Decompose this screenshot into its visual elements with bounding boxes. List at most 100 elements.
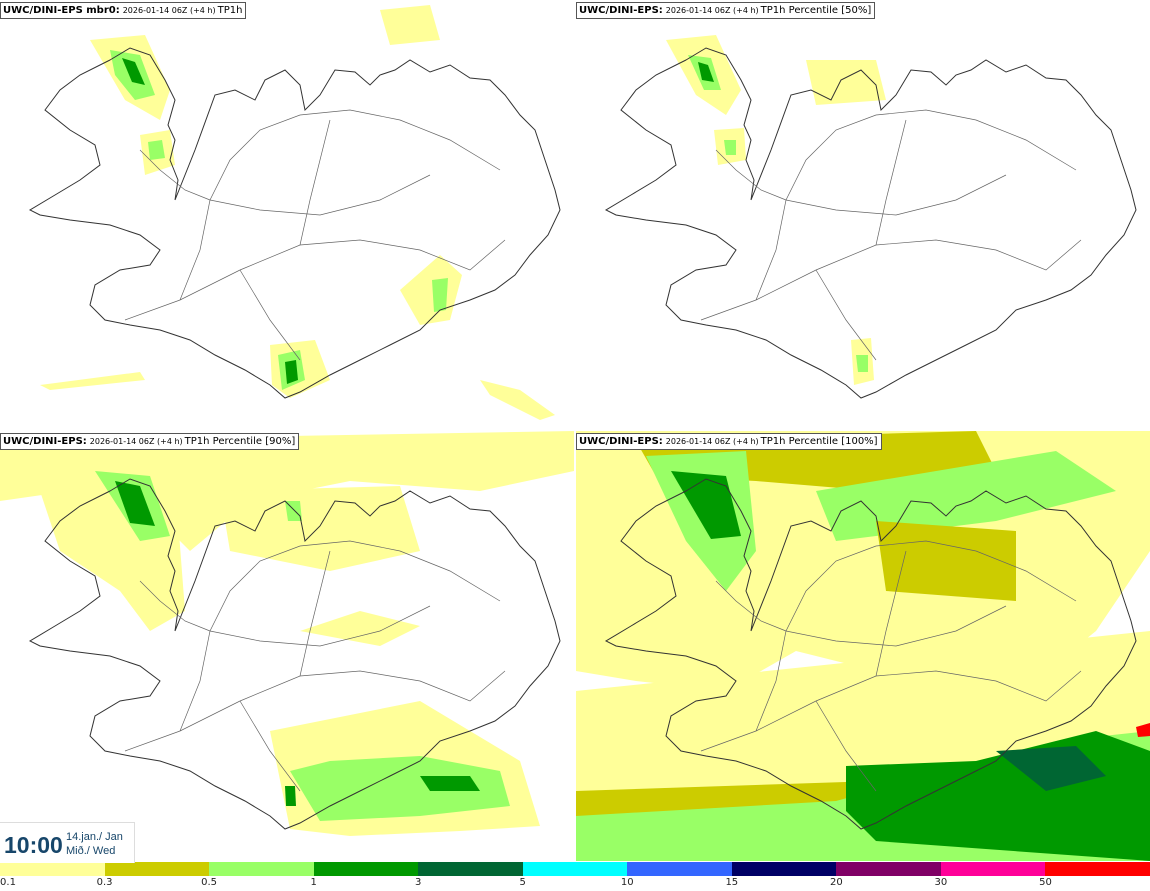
precip-area (856, 355, 868, 372)
road-line (785, 174, 1007, 216)
road-line (124, 239, 506, 321)
run-time: 2026-01-14 06Z (+4 h) (665, 6, 759, 15)
colorbar-tick-label: 0.5 (201, 877, 218, 888)
road-line (715, 580, 787, 632)
road-line (815, 700, 877, 792)
precip-area (40, 372, 145, 390)
run-time: 2026-01-14 06Z (+4 h) (665, 437, 759, 446)
map-panel-p100: UWC/DINI-EPS: 2026-01-14 06Z (+4 h) TP1h P… (576, 431, 1150, 861)
road-line (785, 605, 1007, 647)
colorbar-segment (313, 862, 419, 876)
road-line (239, 269, 301, 361)
road-line (124, 670, 506, 752)
road-line (700, 670, 1082, 752)
precip-area (122, 58, 145, 85)
road-line (179, 109, 501, 301)
precip-colorbar (0, 862, 1150, 876)
colorbar-tick-label: 3 (414, 877, 422, 888)
colorbar-segment (836, 862, 941, 876)
precip-map (604, 35, 1137, 399)
road-line (815, 269, 877, 361)
valid-date: 14.jan./ Jan Mið./ Wed (66, 830, 123, 858)
run-time: 2026-01-14 06Z (+4 h) (122, 6, 216, 15)
field-label: TP1h Percentile [90%] (184, 436, 296, 447)
model-label: UWC/DINI-EPS: (579, 5, 663, 16)
precip-area (115, 481, 155, 526)
model-label: UWC/DINI-EPS mbr0: (3, 5, 120, 16)
colorbar-segment (1045, 862, 1150, 876)
road-line (875, 550, 907, 677)
colorbar-segment (522, 862, 628, 876)
valid-date-line: 14.jan./ Jan (66, 831, 123, 843)
colorbar-tick-label: 1 (310, 877, 317, 888)
colorbar-tick-label: 5 (519, 877, 526, 888)
precip-area (290, 756, 510, 821)
coastline (604, 478, 1137, 830)
colorbar-segment (104, 862, 210, 876)
panel-title: UWC/DINI-EPS mbr0: 2026-01-14 06Z (+4 h) T… (0, 2, 247, 19)
colorbar-tick-label: 30 (934, 877, 948, 888)
road-line (755, 540, 1077, 732)
colorbar-segment (627, 862, 732, 876)
road-line (139, 149, 211, 201)
precip-area (671, 471, 741, 539)
precip-area (1136, 723, 1150, 737)
precip-area (300, 611, 420, 646)
precip-area (480, 380, 555, 420)
precip-area (40, 481, 185, 631)
road-line (139, 580, 211, 632)
field-label: TP1h (217, 5, 243, 16)
road-line (179, 540, 501, 732)
coastline (604, 47, 1137, 399)
field-label: TP1h Percentile [50%] (760, 5, 872, 16)
precip-area (400, 255, 462, 325)
precip-area (698, 62, 714, 82)
precip-area (876, 521, 1016, 601)
precip-area (220, 486, 420, 571)
road-line (715, 149, 787, 201)
precip-area (285, 786, 296, 806)
colorbar-tick-label: 0.3 (96, 877, 113, 888)
precip-area (816, 451, 1116, 541)
road-line (755, 109, 1077, 301)
road-line (209, 174, 431, 216)
map-panel-member0: UWC/DINI-EPS mbr0: 2026-01-14 06Z (+4 h) T… (0, 0, 574, 430)
panel-title: UWC/DINI-EPS: 2026-01-14 06Z (+4 h) TP1h P… (576, 2, 876, 19)
panel-title: UWC/DINI-EPS: 2026-01-14 06Z (+4 h) TP1h P… (576, 433, 882, 450)
precip-area (432, 278, 448, 312)
colorbar-segment (209, 862, 314, 876)
road-line (299, 119, 331, 246)
valid-weekday-line: Mið./ Wed (66, 845, 116, 857)
colorbar-tick-label: 0.1 (0, 877, 16, 888)
run-time: 2026-01-14 06Z (+4 h) (89, 437, 183, 446)
precip-area (996, 746, 1106, 791)
coastline (28, 47, 561, 399)
field-label: TP1h Percentile [100%] (760, 436, 878, 447)
colorbar-segment (0, 862, 105, 876)
valid-time-clock: 10:00 (4, 832, 63, 858)
colorbar-tick-label: 20 (829, 877, 843, 888)
colorbar-segment (940, 862, 1046, 876)
precip-map (0, 431, 574, 836)
map-panel-p50: UWC/DINI-EPS: 2026-01-14 06Z (+4 h) TP1h P… (576, 0, 1150, 430)
colorbar-tick-label: 10 (620, 877, 634, 888)
precip-area (724, 140, 736, 155)
precip-map (576, 431, 1150, 861)
road-line (875, 119, 907, 246)
precip-map (28, 5, 561, 420)
colorbar-tick-label: 50 (1039, 877, 1052, 888)
colorbar-labels: 0.1 0.3 0.5 1 3 5 10 15 20 30 50 (0, 876, 1150, 890)
precip-area (806, 60, 886, 105)
precip-area (285, 501, 302, 521)
precip-area (285, 360, 298, 384)
map-panel-p90: UWC/DINI-EPS: 2026-01-14 06Z (+4 h) TP1h P… (0, 431, 574, 861)
coastline (28, 478, 561, 830)
colorbar-segment (418, 862, 523, 876)
road-line (239, 700, 301, 792)
panel-title: UWC/DINI-EPS: 2026-01-14 06Z (+4 h) TP1h P… (0, 433, 300, 450)
colorbar-segment (731, 862, 837, 876)
colorbar-tick-label: 15 (725, 877, 739, 888)
road-line (700, 239, 1082, 321)
model-label: UWC/DINI-EPS: (579, 436, 663, 447)
model-label: UWC/DINI-EPS: (3, 436, 87, 447)
